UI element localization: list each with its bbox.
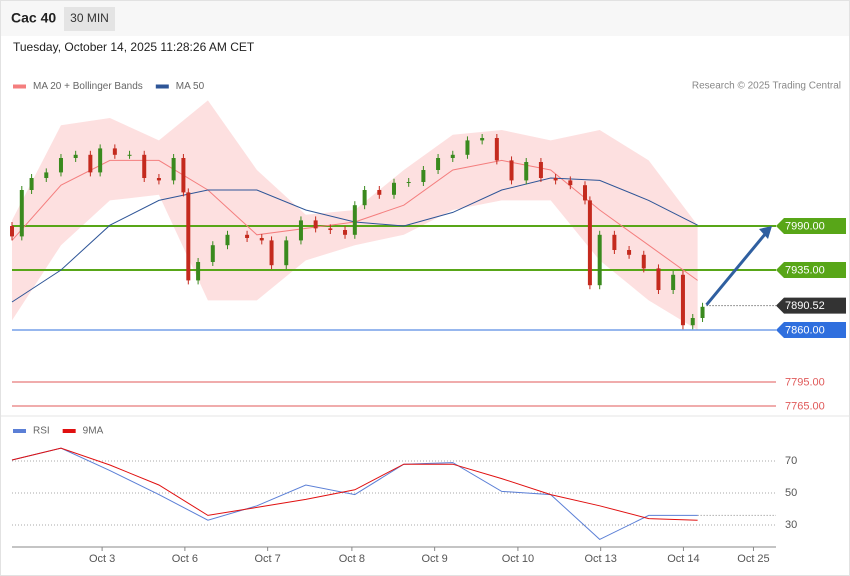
candle-body <box>450 154 455 158</box>
rsi-line <box>11 447 698 540</box>
candle-body <box>245 234 250 238</box>
level-label: 7795.00 <box>785 376 825 388</box>
candle-body <box>29 178 34 190</box>
candle-body <box>538 162 543 178</box>
level-tag <box>776 322 846 338</box>
level-label: 7765.00 <box>785 400 825 412</box>
level-label: 7990.00 <box>785 220 825 232</box>
candle-body <box>298 220 303 241</box>
candle-body <box>171 158 176 181</box>
x-tick-label: Oct 25 <box>737 553 769 565</box>
candle-body <box>671 274 676 290</box>
candle-body <box>142 154 147 178</box>
legend-label: MA 50 <box>176 81 205 92</box>
candle-body <box>690 318 695 326</box>
legend-label: MA 20 + Bollinger Bands <box>33 81 143 92</box>
timestamp: Tuesday, October 14, 2025 11:28:26 AM CE… <box>13 40 255 54</box>
candle-body <box>568 180 573 186</box>
x-tick-label: Oct 3 <box>89 553 115 565</box>
x-tick-label: Oct 9 <box>422 553 448 565</box>
y-tick-label: 70 <box>785 455 797 467</box>
candle-body <box>73 154 78 158</box>
candle-body <box>377 190 382 195</box>
candle-body <box>127 154 132 156</box>
candle-body <box>583 185 587 201</box>
rsi-line <box>11 447 698 521</box>
header-bar <box>1 1 849 36</box>
candle-body <box>44 172 49 178</box>
candle-body <box>627 250 632 255</box>
candle-body <box>680 274 685 326</box>
candle-body <box>181 158 186 193</box>
candle-body <box>587 200 592 286</box>
candle-body <box>313 220 318 229</box>
level-label: 7890.52 <box>785 300 825 312</box>
candle-body <box>352 205 357 235</box>
candle-body <box>19 190 24 237</box>
candle-body <box>421 170 426 182</box>
legend-swatch <box>155 84 169 89</box>
y-tick-label: 30 <box>785 519 797 531</box>
level-label: 7935.00 <box>785 264 825 276</box>
candle-body <box>597 234 602 286</box>
candle-body <box>88 154 93 173</box>
legend-label: RSI <box>33 426 50 437</box>
x-tick-label: Oct 6 <box>172 553 198 565</box>
candle-body <box>656 268 661 290</box>
candle-body <box>465 140 470 155</box>
level-tag <box>776 262 846 278</box>
credit: Research © 2025 Trading Central <box>692 81 841 92</box>
candle-body <box>362 190 367 206</box>
candle-body <box>392 182 396 195</box>
legend-label: 9MA <box>83 426 104 437</box>
candle-body <box>480 138 485 141</box>
candle-body <box>10 226 14 237</box>
candle-body <box>284 240 289 266</box>
legend-swatch <box>13 84 26 89</box>
x-tick-label: Oct 8 <box>339 553 365 565</box>
legend-swatch <box>13 429 26 433</box>
projection-arrow <box>705 232 768 306</box>
y-tick-label: 50 <box>785 487 797 499</box>
interval-box <box>64 7 115 31</box>
candle-body <box>494 138 499 161</box>
level-tag <box>776 218 846 234</box>
interval: 30 MIN <box>70 11 109 25</box>
candle-body <box>112 148 117 155</box>
level-label: 7860.00 <box>785 324 825 336</box>
candle-body <box>436 158 441 170</box>
candle-body <box>509 160 514 181</box>
candle-body <box>612 234 617 250</box>
x-tick-label: Oct 7 <box>254 553 280 565</box>
candle-body <box>225 234 230 246</box>
candle-body <box>343 230 348 235</box>
candle-body <box>641 254 646 269</box>
candle-body <box>98 148 103 173</box>
legend-swatch <box>62 429 76 433</box>
candle-body <box>259 238 264 241</box>
arrow-head <box>759 226 772 239</box>
candle-body <box>524 162 529 181</box>
symbol: Cac 40 <box>11 10 56 26</box>
candle-body <box>156 178 161 181</box>
candle-body <box>700 306 705 318</box>
candle-body <box>186 192 191 281</box>
candle-body <box>269 240 274 266</box>
level-tag <box>776 297 846 314</box>
x-tick-label: Oct 10 <box>502 553 534 565</box>
x-tick-label: Oct 13 <box>584 553 616 565</box>
candle-body <box>196 262 201 281</box>
candle-body <box>328 228 333 230</box>
x-tick-label: Oct 14 <box>667 553 699 565</box>
candle-body <box>210 245 215 262</box>
candle-body <box>553 178 558 181</box>
candle-body <box>58 158 63 173</box>
candle-body <box>406 182 411 183</box>
